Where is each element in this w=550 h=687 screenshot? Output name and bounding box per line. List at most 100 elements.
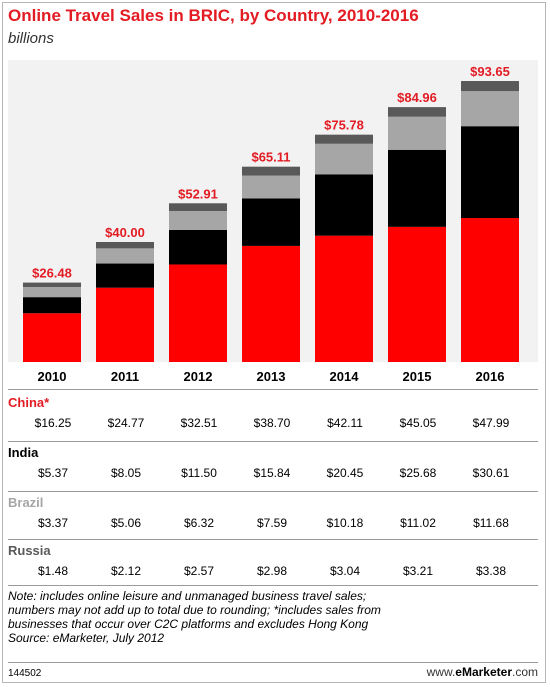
total-label-2014: $75.78 — [324, 118, 364, 133]
table-cell: $16.25 — [34, 416, 72, 430]
bar-segment-china-2011 — [96, 287, 154, 362]
table-cell: $10.18 — [326, 516, 364, 530]
bar-segment-russia-2012 — [169, 203, 227, 212]
table-cell: $2.57 — [183, 564, 215, 578]
divider — [8, 441, 538, 442]
bar-chart: $26.48 $40.00 $52.91 $65.11 $75.78 $84.96 $93.… — [23, 64, 519, 362]
plot-area: $26.48 $40.00 $52.91 $65.11 $75.78 $84.96 $93.… — [8, 60, 538, 362]
bar-segment-india-2010 — [23, 297, 81, 314]
brand-link[interactable]: www.eMarketer.com — [427, 665, 538, 679]
bar-segment-brazil-2011 — [96, 248, 154, 264]
divider — [8, 585, 538, 586]
table-row-russia: Russia $1.48 $2.12 $2.57 $2.98 $3.04 $3.… — [8, 541, 538, 591]
table-cell: $5.37 — [37, 466, 69, 480]
bar-segment-india-2016 — [461, 126, 519, 219]
table-cell: $5.06 — [110, 516, 142, 530]
year-label-2011: 2011 — [110, 369, 140, 384]
bar-segment-india-2014 — [315, 174, 373, 236]
table-cell: $3.04 — [329, 564, 361, 578]
country-name-russia: Russia — [8, 543, 51, 558]
year-label-2015: 2015 — [402, 369, 432, 384]
table-cell: $47.99 — [472, 416, 510, 430]
bar-segment-india-2011 — [96, 263, 154, 288]
chart-subtitle: billions — [8, 30, 54, 47]
table-cell: $25.68 — [399, 466, 437, 480]
table-cell: $1.48 — [37, 564, 69, 578]
year-label-2012: 2012 — [183, 369, 213, 384]
bar-segment-china-2010 — [23, 313, 81, 362]
bar-segment-brazil-2013 — [242, 175, 300, 199]
divider — [8, 389, 538, 390]
bar-segment-russia-2015 — [388, 107, 446, 117]
footnote-line: businesses that occur over C2C platforms… — [8, 617, 369, 631]
year-label-2016: 2016 — [475, 369, 505, 384]
divider — [8, 662, 538, 663]
bar-segment-russia-2010 — [23, 282, 81, 288]
bar-segment-russia-2011 — [96, 242, 154, 249]
total-label-2013: $65.11 — [251, 150, 290, 165]
chart-title: Online Travel Sales in BRIC, by Country,… — [8, 6, 419, 25]
table-cell: $30.61 — [472, 466, 510, 480]
brand-prefix: www. — [426, 665, 456, 679]
total-label-2012: $52.91 — [178, 186, 218, 201]
divider — [8, 539, 538, 540]
table-row-india: India $5.37 $8.05 $11.50 $15.84 $20.45 $… — [8, 443, 538, 493]
brand-suffix: .com — [511, 665, 538, 679]
country-name-china: China* — [8, 395, 50, 410]
table-cell: $42.11 — [327, 416, 363, 430]
bar-segment-china-2012 — [169, 264, 227, 362]
bar-segment-brazil-2016 — [461, 91, 519, 127]
table-cell: $8.05 — [110, 466, 142, 480]
total-label-2015: $84.96 — [397, 90, 437, 105]
bar-segment-china-2016 — [461, 218, 519, 362]
bar-segment-russia-2013 — [242, 166, 300, 176]
divider — [8, 491, 538, 492]
total-label-2011: $40.00 — [105, 225, 145, 240]
total-label-2016: $93.65 — [470, 64, 510, 79]
bar-segment-brazil-2010 — [23, 287, 81, 298]
bar-segment-india-2012 — [169, 229, 227, 265]
footnote: Note: includes online leisure and unmana… — [8, 589, 528, 645]
bar-segment-india-2013 — [242, 198, 300, 246]
country-name-brazil: Brazil — [8, 495, 44, 510]
table-row-china: China* $16.25 $24.77 $32.51 $38.70 $42.1… — [8, 393, 538, 443]
table-cell: $11.50 — [181, 466, 217, 480]
year-label-2010: 2010 — [37, 369, 67, 384]
bar-segment-brazil-2014 — [315, 143, 373, 175]
table-cell: $15.84 — [253, 466, 291, 480]
table-cell: $38.70 — [253, 416, 291, 430]
table-cell: $45.05 — [399, 416, 437, 430]
bar-segment-russia-2014 — [315, 134, 373, 144]
bar-segment-china-2014 — [315, 235, 373, 362]
table-cell: $2.12 — [110, 564, 142, 578]
year-label-2013: 2013 — [256, 369, 286, 384]
table-cell: $7.59 — [256, 516, 288, 530]
bar-segment-india-2015 — [388, 149, 446, 227]
year-label-2014: 2014 — [329, 369, 359, 384]
table-cell: $2.98 — [256, 564, 288, 578]
footnote-line: numbers may not add up to total due to r… — [8, 603, 381, 617]
table-cell: $11.68 — [473, 516, 509, 530]
table-cell: $6.32 — [183, 516, 215, 530]
table-cell: $11.02 — [400, 516, 436, 530]
table-cell: $3.37 — [37, 516, 69, 530]
table-cell: $20.45 — [326, 466, 364, 480]
bar-segment-russia-2016 — [461, 81, 519, 92]
source-line: Source: eMarketer, July 2012 — [8, 631, 165, 645]
bar-segment-brazil-2012 — [169, 211, 227, 230]
country-name-india: India — [8, 445, 39, 460]
total-label-2010: $26.48 — [32, 266, 72, 281]
table-cell: $3.21 — [402, 564, 434, 578]
brand-name: eMarketer — [455, 665, 512, 679]
table-row-brazil: Brazil $3.37 $5.06 $6.32 $7.59 $10.18 $1… — [8, 493, 538, 543]
table-cell: $24.77 — [107, 416, 145, 430]
bar-segment-china-2015 — [388, 226, 446, 362]
chart-id: 144502 — [8, 668, 42, 679]
footnote-line: Note: includes online leisure and unmana… — [8, 589, 367, 603]
year-axis: 2010 2011 2012 2013 2014 2015 2016 — [8, 364, 538, 388]
table-cell: $32.51 — [180, 416, 218, 430]
bar-segment-brazil-2015 — [388, 116, 446, 150]
bar-segment-china-2013 — [242, 245, 300, 362]
table-cell: $3.38 — [475, 564, 507, 578]
